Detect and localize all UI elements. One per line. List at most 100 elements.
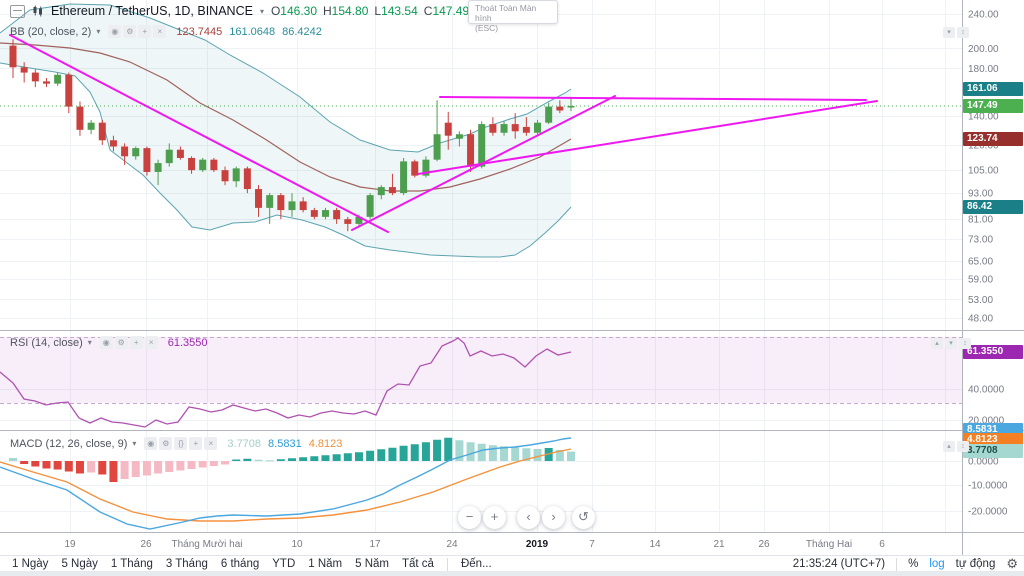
symbol-title[interactable]: Ethereum / TetherUS, 1D, BINANCE	[51, 4, 253, 18]
bb-label[interactable]: BB (20, close, 2)	[10, 25, 92, 38]
candle	[478, 121, 486, 169]
close-icon[interactable]: ×	[153, 25, 167, 38]
pane-up-icon[interactable]: ▴	[931, 338, 943, 349]
range-button-1-tháng[interactable]: 1 Tháng	[110, 558, 153, 570]
auto-scale-button[interactable]: tự động	[955, 558, 996, 570]
gear-icon[interactable]: ⚙	[1006, 556, 1018, 571]
close-label: C	[423, 4, 433, 18]
macd-histogram-bar	[120, 461, 129, 479]
reset-view-button[interactable]: ↺	[572, 506, 595, 529]
visibility-icon[interactable]: ◉	[144, 437, 158, 450]
macd-histogram-bar	[321, 455, 330, 461]
pane-down-icon[interactable]: ▾	[943, 27, 955, 38]
macd-histogram-bar	[455, 440, 464, 461]
pane-maximize-icon[interactable]: ↕	[959, 338, 971, 349]
goto-date-button[interactable]: Đến...	[460, 558, 492, 570]
settings-icon[interactable]: ⚙	[123, 25, 137, 38]
collapse-header-icon[interactable]	[10, 4, 25, 18]
time-axis[interactable]: 19 26 Tháng Mười hai 10 17 24 2019 7 14 21 26 Tháng…	[0, 532, 962, 556]
candle	[255, 185, 263, 217]
range-button-6-tháng[interactable]: 6 tháng	[220, 558, 260, 570]
pane-maximize-icon[interactable]: ↕	[957, 441, 969, 452]
zoom-in-button[interactable]: +	[483, 506, 506, 529]
candle	[545, 102, 553, 125]
bb-upper-badge: 161.06	[963, 82, 1023, 96]
macd-histogram-bar	[232, 459, 241, 461]
axis-label: 81.00	[968, 215, 993, 226]
macd-hist-badge: 3.7708	[963, 444, 1023, 458]
settings-icon[interactable]: ⚙	[159, 437, 173, 450]
candle	[9, 39, 17, 79]
range-button-1-năm[interactable]: 1 Năm	[308, 558, 343, 570]
clock[interactable]: 21:35:24 (UTC+7)	[792, 558, 886, 570]
macd-histogram-bar	[221, 461, 230, 465]
candle	[232, 166, 240, 188]
range-button-5-ngày[interactable]: 5 Ngày	[61, 558, 98, 570]
time-tick-label: 10	[291, 539, 303, 550]
axis-label: -10.0000	[968, 481, 1008, 492]
candle	[199, 157, 207, 172]
close-value: 147.49	[432, 4, 470, 18]
close-icon[interactable]: ×	[204, 437, 218, 450]
horizontal-resistance[interactable]	[439, 96, 867, 101]
range-button-5-năm[interactable]: 5 Năm	[355, 558, 389, 570]
range-button-3-tháng[interactable]: 3 Tháng	[165, 558, 208, 570]
candlestick-style-icon[interactable]	[32, 5, 44, 17]
down-trendline[interactable]	[9, 34, 389, 233]
zoom-out-button[interactable]: −	[458, 506, 481, 529]
macd-histogram-bar	[488, 445, 497, 461]
macd-histogram-bar	[64, 461, 73, 472]
log-scale-button[interactable]: log	[929, 558, 945, 570]
range-button-ytd[interactable]: YTD	[272, 558, 296, 570]
visibility-icon[interactable]: ◉	[108, 25, 122, 38]
axis-label: 0.0000	[968, 457, 999, 468]
macd-histogram-bar	[53, 461, 62, 470]
percent-scale-button[interactable]: %	[908, 558, 919, 570]
macd-label[interactable]: MACD (12, 26, close, 9)	[10, 437, 128, 450]
macd-histogram-bar	[533, 449, 542, 461]
macd-histogram-bar	[109, 461, 118, 482]
pane-up-icon[interactable]: ▴	[943, 441, 955, 452]
scroll-right-button[interactable]: ›	[542, 506, 565, 529]
visibility-icon[interactable]: ◉	[99, 336, 113, 349]
macd-histogram-bar	[299, 457, 308, 461]
pane-maximize-icon[interactable]: ↕	[957, 27, 969, 38]
rsi-label[interactable]: RSI (14, close)	[10, 336, 83, 349]
bottom-toolbar: 1 Ngày 5 Ngày 1 Tháng 3 Tháng 6 tháng YTD 1 Nă…	[0, 556, 1024, 572]
candle	[87, 119, 95, 135]
macd-histogram-bar	[75, 461, 84, 474]
candle	[411, 159, 419, 178]
add-icon[interactable]: +	[189, 437, 203, 450]
rsi-line	[0, 337, 572, 428]
range-button-tất-cả[interactable]: Tất cả	[402, 558, 434, 570]
chart-canvas[interactable]: 240.00200.00180.00140.00120.00105.0093.0…	[0, 0, 1024, 556]
macd-signal-value: 4.8123	[308, 437, 343, 450]
candle	[556, 100, 564, 114]
candle	[132, 146, 140, 160]
candle	[109, 135, 117, 152]
macd-histogram-bar	[366, 450, 375, 461]
macd-histogram-bar	[154, 461, 163, 474]
axis-label: 240.00	[968, 10, 999, 21]
bb-basis-value: 123.7445	[176, 25, 223, 38]
candle	[210, 157, 218, 172]
close-icon[interactable]: ×	[144, 336, 158, 349]
add-icon[interactable]: +	[138, 25, 152, 38]
bb-lower-value: 86.4242	[282, 25, 322, 38]
axis-label: 59.00	[968, 275, 993, 286]
pane-down-icon[interactable]: ▾	[945, 338, 957, 349]
scroll-left-button[interactable]: ‹	[517, 506, 540, 529]
candle	[98, 119, 106, 145]
range-button-1-ngày[interactable]: 1 Ngày	[12, 558, 49, 570]
candle	[567, 96, 575, 112]
up-trendline-long[interactable]	[417, 100, 878, 175]
macd-histogram-bar	[388, 447, 397, 461]
candle	[143, 146, 151, 176]
macd-histogram-bar	[399, 445, 408, 461]
settings-icon[interactable]: ⚙	[114, 336, 128, 349]
add-icon[interactable]: +	[129, 336, 143, 349]
source-code-icon[interactable]: {}	[174, 437, 188, 450]
time-tick-label: 26	[140, 539, 152, 550]
axis-label: 140.00	[968, 111, 999, 122]
